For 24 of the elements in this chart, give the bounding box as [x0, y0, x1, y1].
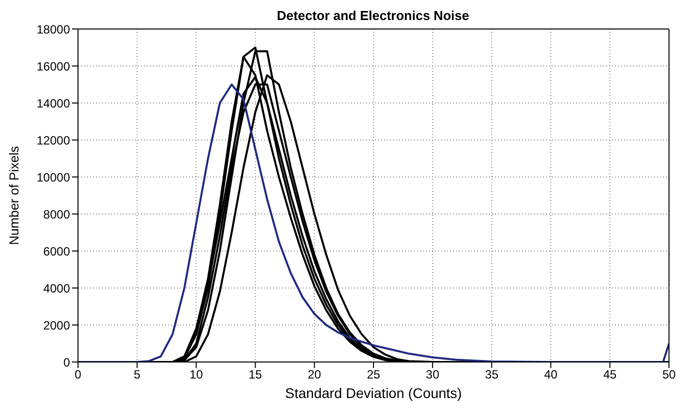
- y-tick-label: 14000: [36, 96, 70, 110]
- y-tick-label: 16000: [36, 59, 70, 74]
- x-tick-label: 45: [603, 368, 617, 382]
- y-tick-label: 2000: [43, 318, 70, 332]
- x-tick-label: 25: [366, 368, 380, 382]
- x-tick-label: 40: [544, 368, 558, 382]
- x-axis-title: Standard Deviation (Counts): [285, 385, 462, 401]
- y-tick-label: 0: [63, 355, 70, 370]
- y-tick-label: 8000: [43, 207, 70, 222]
- y-tick-label: 4000: [43, 281, 70, 296]
- y-tick-label: 18000: [36, 22, 70, 36]
- x-tick-label: 15: [248, 368, 262, 382]
- x-tick-label: 20: [308, 368, 322, 382]
- x-tick-label: 10: [190, 368, 204, 382]
- chart-title: Detector and Electronics Noise: [276, 8, 470, 24]
- y-tick-label: 10000: [36, 170, 70, 184]
- x-tick-label: 50: [662, 368, 676, 382]
- y-axis-title: Number of Pixels: [6, 146, 22, 245]
- x-tick-label: 30: [426, 368, 440, 382]
- y-tick-label: 12000: [36, 133, 70, 148]
- x-tick-label: 0: [74, 368, 82, 382]
- x-tick-label: 35: [485, 368, 499, 382]
- x-tick-label: 5: [134, 368, 141, 382]
- y-tick-label: 6000: [43, 244, 70, 258]
